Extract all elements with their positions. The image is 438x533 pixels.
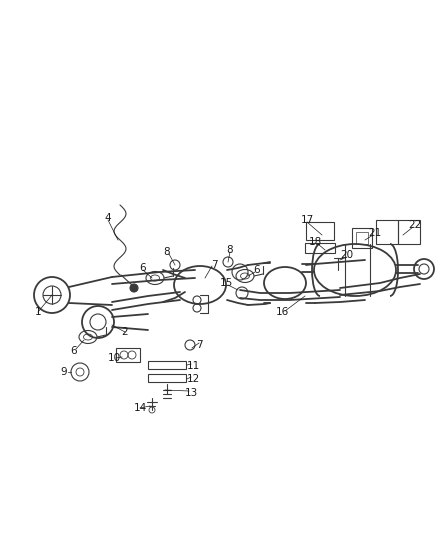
- Text: 6: 6: [140, 263, 146, 273]
- Bar: [356, 232, 368, 244]
- Text: 16: 16: [276, 307, 289, 317]
- Text: 18: 18: [308, 237, 321, 247]
- Bar: [148, 374, 186, 382]
- Text: 6: 6: [254, 265, 260, 275]
- Text: 15: 15: [219, 278, 233, 288]
- Bar: [306, 222, 334, 240]
- Circle shape: [130, 284, 138, 292]
- Bar: [148, 361, 186, 369]
- Text: 17: 17: [300, 215, 314, 225]
- Bar: [116, 348, 140, 362]
- Text: 20: 20: [340, 250, 353, 260]
- Text: 4: 4: [105, 213, 111, 223]
- Text: 22: 22: [408, 220, 422, 230]
- Text: 2: 2: [122, 327, 128, 337]
- Text: 11: 11: [187, 361, 200, 371]
- Bar: [352, 228, 372, 248]
- Text: 14: 14: [134, 403, 147, 413]
- Text: 10: 10: [107, 353, 120, 363]
- Text: 7: 7: [211, 260, 217, 270]
- Text: 8: 8: [227, 245, 233, 255]
- Bar: [305, 243, 335, 253]
- Text: 9: 9: [61, 367, 67, 377]
- Text: 7: 7: [196, 340, 202, 350]
- Text: 21: 21: [368, 228, 381, 238]
- Text: 13: 13: [184, 388, 198, 398]
- Text: 1: 1: [35, 307, 41, 317]
- Bar: [398, 220, 420, 244]
- Text: 6: 6: [71, 346, 78, 356]
- Text: 12: 12: [187, 374, 200, 384]
- Bar: [376, 220, 398, 244]
- Text: 8: 8: [164, 247, 170, 257]
